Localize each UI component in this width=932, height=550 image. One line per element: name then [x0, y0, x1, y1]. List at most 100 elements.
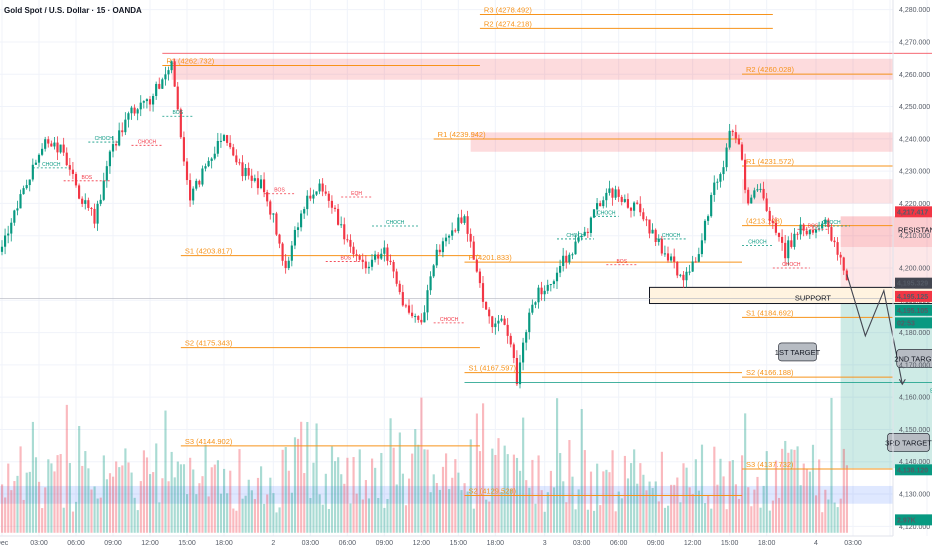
- volume-bar: [679, 502, 682, 533]
- candle: [142, 100, 145, 109]
- candle: [525, 329, 528, 351]
- pivot-label: S1 (4203.817): [185, 247, 233, 256]
- volume-bar: [586, 509, 589, 533]
- candle: [170, 60, 173, 74]
- candle: [25, 179, 28, 190]
- candle: [660, 235, 663, 256]
- volume-bar: [65, 404, 68, 533]
- volume-bar: [543, 511, 546, 533]
- pivot-label: S3 (4137.732): [746, 460, 794, 469]
- candle: [22, 185, 25, 195]
- x-tick-label: 03:00: [844, 540, 862, 547]
- volume-bar: [404, 505, 408, 533]
- volume-bar: [189, 457, 192, 533]
- volume-bar: [768, 510, 771, 533]
- candle: [540, 281, 543, 301]
- volume-bar: [845, 465, 848, 533]
- candle: [65, 147, 68, 167]
- volume-bar: [152, 472, 155, 533]
- volume-bar: [630, 463, 633, 533]
- candle: [654, 228, 657, 247]
- candle: [515, 350, 518, 386]
- x-tick-label: 18:00: [758, 540, 776, 547]
- volume-bar: [124, 448, 127, 533]
- candle: [167, 66, 170, 81]
- volume-bar: [312, 462, 315, 533]
- candle: [676, 261, 679, 279]
- x-tick-label: 12:00: [413, 540, 431, 547]
- candle: [478, 268, 481, 288]
- volume-bar: [522, 417, 525, 533]
- volume-bar: [759, 507, 762, 533]
- candle: [596, 197, 599, 216]
- candle: [602, 196, 605, 209]
- third-target-label: 3RD TARGET: [885, 438, 932, 447]
- y-tick-label: 4,140.000: [899, 459, 930, 466]
- candle: [611, 187, 614, 206]
- candle: [620, 194, 623, 206]
- candle: [96, 200, 99, 231]
- candle: [830, 223, 833, 242]
- volume-bar: [639, 463, 642, 533]
- candle: [152, 93, 155, 112]
- candle: [633, 201, 636, 217]
- price-tag-label: 2.97K: [897, 517, 916, 524]
- x-tick-label: 06:00: [339, 540, 357, 547]
- candle: [204, 163, 207, 172]
- price-tag-label: 4,195.125: [897, 294, 928, 301]
- candle: [814, 226, 818, 239]
- volume-bar: [16, 475, 19, 533]
- volume-bar: [707, 495, 710, 533]
- volume-bar: [142, 450, 145, 533]
- y-tick-label: 4,180.000: [899, 330, 930, 337]
- volume-bar: [7, 463, 10, 533]
- time-axis[interactable]: Dec 03:00 06:00 09:00 12:00 15:00 18:00 2 03:00 0…: [0, 535, 893, 547]
- candle: [592, 209, 596, 219]
- candle: [272, 213, 275, 223]
- candle: [488, 307, 491, 324]
- candle: [802, 223, 805, 237]
- candle: [333, 205, 337, 212]
- volume-bar: [821, 512, 824, 533]
- x-tick-label: 03:00: [573, 540, 591, 547]
- volume-bar: [219, 493, 223, 533]
- structure-label: CHOCH: [662, 233, 681, 239]
- x-tick-label: 06:00: [610, 540, 628, 547]
- volume-bar: [429, 492, 432, 533]
- candle: [552, 279, 555, 289]
- candle: [118, 122, 121, 147]
- candle: [158, 77, 161, 90]
- y-tick-label: 4,130.000: [899, 492, 930, 499]
- volume-bar: [337, 457, 340, 533]
- candle: [173, 58, 176, 87]
- volume-bar: [691, 493, 694, 533]
- volume-bar: [445, 453, 448, 533]
- volume-bar: [253, 499, 256, 533]
- volume-bar: [546, 492, 549, 533]
- volume-bar: [497, 438, 500, 533]
- volume-bar: [836, 507, 839, 533]
- volume-bar: [145, 457, 149, 533]
- candle: [574, 234, 577, 255]
- volume-bar: [31, 421, 34, 533]
- volume-bar: [466, 491, 469, 533]
- structure-label: CHOCH: [386, 220, 405, 226]
- candle: [74, 171, 78, 188]
- volume-bar: [81, 465, 84, 533]
- price-tag: [895, 277, 932, 289]
- candle: [485, 301, 488, 310]
- volume-bar: [685, 467, 688, 533]
- candle: [392, 259, 395, 279]
- volume-bar: [654, 481, 657, 533]
- candle: [404, 303, 407, 309]
- volume-bar: [781, 448, 784, 533]
- volume-bar: [448, 489, 451, 533]
- price-tag: [895, 206, 932, 218]
- candle: [87, 197, 90, 211]
- volume-bar: [108, 473, 112, 533]
- x-tick-label: 15:00: [721, 540, 739, 547]
- volume-bar: [833, 502, 836, 533]
- x-tick-label: 18:00: [215, 540, 233, 547]
- candle: [636, 200, 639, 205]
